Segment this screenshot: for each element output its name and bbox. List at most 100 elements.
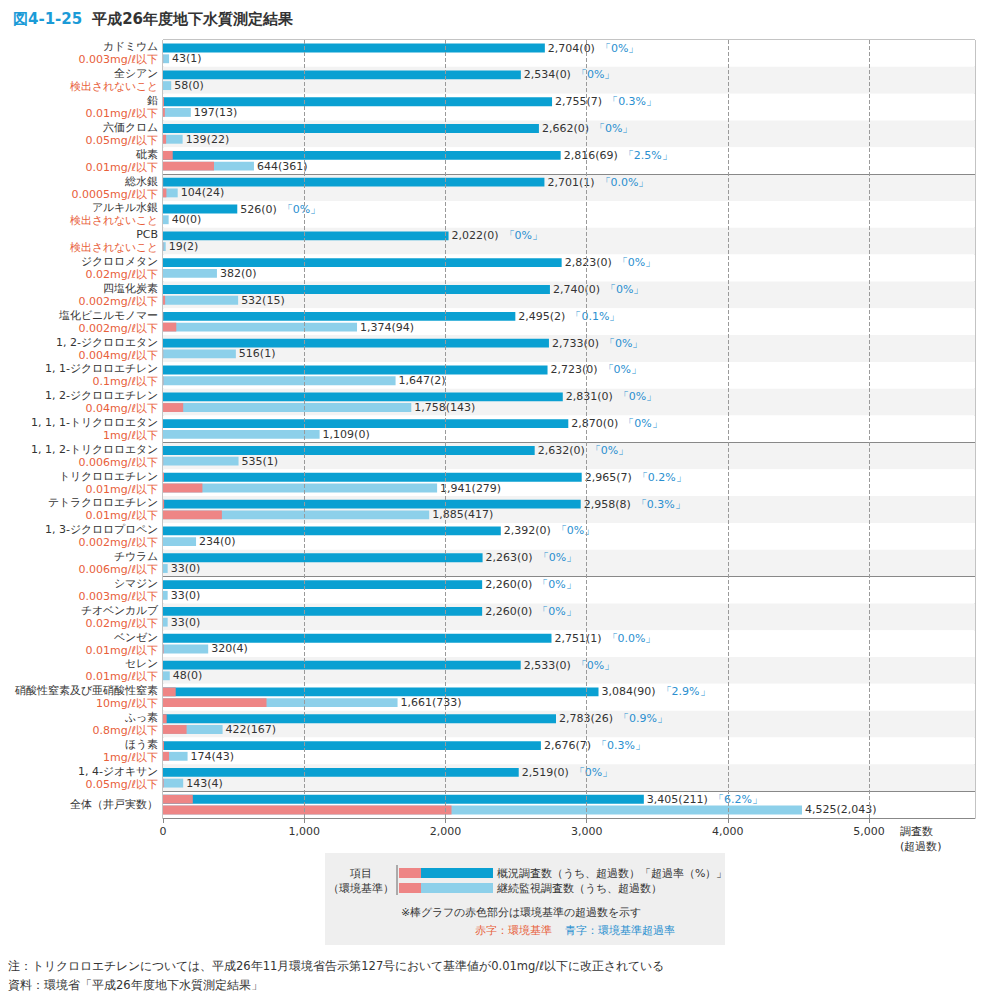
- svg-text:1,374(94): 1,374(94): [360, 321, 414, 334]
- svg-text:砒素: 砒素: [135, 148, 158, 161]
- svg-text:四塩化炭素: 四塩化炭素: [103, 282, 158, 295]
- svg-text:58(0): 58(0): [174, 79, 204, 92]
- svg-text:「2.9%」: 「2.9%」: [661, 685, 711, 698]
- svg-text:143(4): 143(4): [186, 777, 223, 790]
- svg-text:526(0): 526(0): [240, 203, 277, 216]
- svg-text:セレン: セレン: [125, 657, 158, 670]
- svg-text:「0%」: 「0%」: [576, 68, 615, 81]
- svg-text:「0.3%」: 「0.3%」: [636, 498, 686, 511]
- svg-text:注：トリクロロエチレンについては、平成26年11月環境省告示: 注：トリクロロエチレンについては、平成26年11月環境省告示第127号において基…: [8, 959, 664, 973]
- svg-text:0.006mg/ℓ以下: 0.006mg/ℓ以下: [79, 563, 158, 576]
- svg-text:2,823(0): 2,823(0): [565, 256, 612, 269]
- svg-text:2,831(0): 2,831(0): [566, 390, 613, 403]
- svg-text:1,109(0): 1,109(0): [323, 428, 370, 441]
- svg-text:33(0): 33(0): [171, 616, 201, 629]
- svg-text:4,525(2,043): 4,525(2,043): [805, 803, 877, 816]
- svg-text:2,704(0): 2,704(0): [548, 42, 595, 55]
- svg-text:3,084(90): 3,084(90): [602, 685, 656, 698]
- svg-text:図4-1-25: 図4-1-25: [13, 10, 82, 28]
- svg-text:2,816(69): 2,816(69): [564, 149, 618, 162]
- svg-text:「0%」: 「0%」: [538, 551, 577, 564]
- svg-text:ベンゼン: ベンゼン: [114, 631, 158, 644]
- svg-text:33(0): 33(0): [171, 562, 201, 575]
- svg-text:塩化ビニルモノマー: 塩化ビニルモノマー: [58, 309, 158, 322]
- svg-text:2,870(0): 2,870(0): [571, 417, 618, 430]
- svg-text:資料：環境省「平成26年度地下水質測定結果」: 資料：環境省「平成26年度地下水質測定結果」: [8, 978, 263, 992]
- svg-text:0.0005mg/ℓ以下: 0.0005mg/ℓ以下: [72, 188, 158, 201]
- svg-text:43(1): 43(1): [172, 52, 202, 65]
- svg-text:0.05mg/ℓ以下: 0.05mg/ℓ以下: [86, 778, 158, 791]
- svg-text:0.1mg/ℓ以下: 0.1mg/ℓ以下: [93, 375, 158, 388]
- svg-text:全体（井戸実数）: 全体（井戸実数）: [70, 798, 158, 811]
- svg-text:1,941(279): 1,941(279): [440, 482, 501, 495]
- svg-text:シマジン: シマジン: [114, 577, 158, 590]
- svg-text:（環境基準）: （環境基準）: [328, 882, 394, 895]
- svg-text:「0%」: 「0%」: [605, 283, 644, 296]
- svg-text:「0%」: 「0%」: [594, 122, 633, 135]
- svg-text:「0%」: 「0%」: [590, 444, 629, 457]
- svg-text:検出されないこと: 検出されないこと: [70, 241, 158, 254]
- svg-text:カドミウム: カドミウム: [103, 40, 158, 53]
- svg-text:0.02mg/ℓ以下: 0.02mg/ℓ以下: [86, 617, 158, 630]
- svg-text:「0.0%」: 「0.0%」: [607, 632, 657, 645]
- svg-text:硝酸性窒素及び亜硝酸性窒素: 硝酸性窒素及び亜硝酸性窒素: [14, 684, 158, 697]
- svg-text:「0%」: 「0%」: [282, 203, 321, 216]
- svg-text:33(0): 33(0): [171, 589, 201, 602]
- svg-text:トリクロロエチレン: トリクロロエチレン: [59, 470, 158, 483]
- svg-text:40(0): 40(0): [172, 213, 202, 226]
- svg-text:104(24): 104(24): [181, 186, 225, 199]
- svg-text:0.01mg/ℓ以下: 0.01mg/ℓ以下: [86, 483, 158, 496]
- svg-text:1,885(417): 1,885(417): [432, 508, 493, 521]
- svg-text:検出されないこと: 検出されないこと: [70, 214, 158, 227]
- svg-text:チウラム: チウラム: [114, 550, 158, 563]
- svg-text:2,701(1): 2,701(1): [547, 176, 594, 189]
- svg-text:382(0): 382(0): [220, 267, 257, 280]
- svg-text:48(0): 48(0): [173, 669, 203, 682]
- svg-text:鉛: 鉛: [147, 94, 158, 107]
- svg-text:1mg/ℓ以下: 1mg/ℓ以下: [103, 751, 158, 764]
- svg-text:1, 3-ジクロロプロペン: 1, 3-ジクロロプロペン: [45, 523, 158, 536]
- svg-text:0.01mg/ℓ以下: 0.01mg/ℓ以下: [86, 509, 158, 522]
- svg-text:0.004mg/ℓ以下: 0.004mg/ℓ以下: [79, 349, 158, 362]
- svg-text:2,632(0): 2,632(0): [538, 444, 585, 457]
- svg-text:10mg/ℓ以下: 10mg/ℓ以下: [96, 697, 158, 710]
- svg-text:1,758(143): 1,758(143): [414, 401, 475, 414]
- svg-text:0.002mg/ℓ以下: 0.002mg/ℓ以下: [79, 322, 158, 335]
- svg-text:ふっ素: ふっ素: [124, 711, 158, 724]
- svg-text:2,733(0): 2,733(0): [552, 337, 599, 350]
- svg-text:平成26年度地下水質測定結果: 平成26年度地下水質測定結果: [91, 10, 294, 28]
- svg-text:1,000: 1,000: [288, 825, 320, 838]
- svg-text:0.8mg/ℓ以下: 0.8mg/ℓ以下: [93, 724, 158, 737]
- svg-text:1, 4-ジオキサン: 1, 4-ジオキサン: [78, 765, 158, 778]
- svg-text:「0.0%」: 「0.0%」: [600, 176, 650, 189]
- svg-text:1, 2-ジクロロエタン: 1, 2-ジクロロエタン: [56, 336, 158, 349]
- svg-text:0.003mg/ℓ以下: 0.003mg/ℓ以下: [79, 590, 158, 603]
- svg-text:「0%」: 「0%」: [623, 417, 662, 430]
- svg-text:ほう素: ほう素: [125, 738, 158, 751]
- svg-text:「0%」: 「0%」: [576, 659, 615, 672]
- svg-text:644(361): 644(361): [257, 160, 308, 173]
- svg-text:検出されないこと: 検出されないこと: [70, 80, 158, 93]
- svg-text:調査数: 調査数: [900, 825, 933, 838]
- svg-text:テトラクロロエチレン: テトラクロロエチレン: [48, 496, 158, 509]
- svg-text:2,755(7): 2,755(7): [555, 95, 602, 108]
- svg-text:1, 1-ジクロロエチレン: 1, 1-ジクロロエチレン: [45, 362, 158, 375]
- svg-text:2,022(0): 2,022(0): [452, 229, 499, 242]
- svg-text:PCB: PCB: [136, 228, 158, 241]
- svg-text:1, 1, 2-トリクロロエタン: 1, 1, 2-トリクロロエタン: [31, 443, 158, 456]
- svg-text:2,965(7): 2,965(7): [585, 471, 632, 484]
- svg-text:「0%」: 「0%」: [504, 229, 543, 242]
- svg-text:0.01mg/ℓ以下: 0.01mg/ℓ以下: [86, 644, 158, 657]
- svg-text:1, 2-ジクロロエチレン: 1, 2-ジクロロエチレン: [45, 389, 158, 402]
- svg-text:「0%」: 「0%」: [617, 256, 656, 269]
- svg-text:0.002mg/ℓ以下: 0.002mg/ℓ以下: [79, 295, 158, 308]
- svg-text:5,000: 5,000: [853, 825, 885, 838]
- svg-text:概況調査数（うち、超過数）「超過率（%）」: 概況調査数（うち、超過数）「超過率（%）」: [497, 867, 727, 880]
- svg-text:「0.1%」: 「0.1%」: [570, 310, 620, 323]
- svg-text:2,751(1): 2,751(1): [554, 632, 601, 645]
- svg-text:422(167): 422(167): [226, 723, 277, 736]
- svg-text:0.02mg/ℓ以下: 0.02mg/ℓ以下: [86, 268, 158, 281]
- svg-text:2,495(2): 2,495(2): [518, 310, 565, 323]
- svg-text:2,263(0): 2,263(0): [486, 551, 533, 564]
- svg-text:ジクロロメタン: ジクロロメタン: [81, 255, 158, 268]
